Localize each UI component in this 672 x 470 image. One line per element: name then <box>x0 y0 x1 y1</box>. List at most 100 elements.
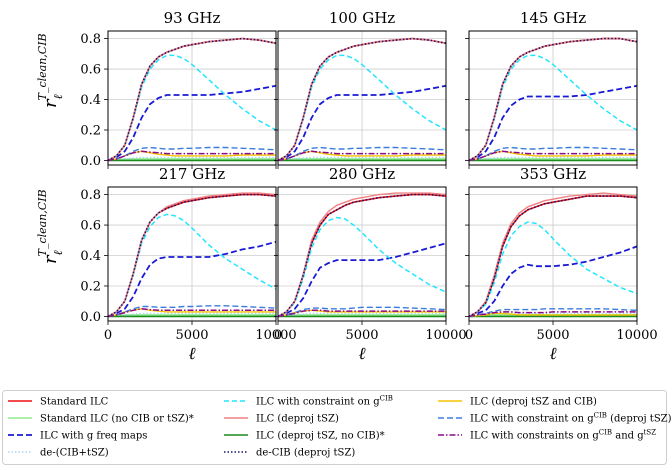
legend-label: Standard ILC <box>40 397 109 408</box>
series-line-ilc_deproj_tsz <box>278 192 446 318</box>
x-tick-label: 5000 <box>345 328 378 343</box>
series-line-ilc_constraints_gg <box>469 150 637 162</box>
series-line-ilc_constraints_gg <box>108 150 276 162</box>
series-line-ilc_constraint_g <box>278 216 446 318</box>
legend-sup: CIB <box>599 429 612 437</box>
legend-text: ILC with constraint on g <box>256 397 380 408</box>
series-line-decib_deproj <box>469 37 637 162</box>
series-line-ilc_constraint_g_deproj <box>469 146 637 162</box>
y-tick-label: 0.6 <box>80 219 101 234</box>
series-line-ilc_constraint_g_deproj <box>278 306 446 318</box>
x-tick-label: 10000 <box>616 328 657 343</box>
y-tick-label: 0.2 <box>80 279 101 294</box>
x-tick-label: 0 <box>465 328 473 343</box>
legend-item-ilc_deproj_tsz: ILC (deproj tSZ) <box>224 414 339 425</box>
series-group <box>469 37 637 162</box>
y-tick-label: 0.0 <box>80 154 101 169</box>
series-line-decib_tsz <box>278 312 446 318</box>
series-line-ilc_constraints_gg <box>278 150 446 162</box>
series-line-decib_deproj <box>278 193 446 318</box>
series-line-ilc_gfreq <box>469 84 637 162</box>
y-tick-label: 0.4 <box>80 249 101 264</box>
series-line-decib_tsz <box>278 156 446 162</box>
series-group <box>108 37 276 162</box>
legend-text: ILC with g freq maps <box>40 431 147 442</box>
legend-text: ILC (deproj tSZ and CIB) <box>470 397 597 408</box>
legend-item-ilc_deproj_both: ILC (deproj tSZ and CIB) <box>438 397 597 408</box>
legend-text: ILC (deproj tSZ, no CIB)* <box>256 431 385 442</box>
panel-title: 217 GHz <box>159 165 225 183</box>
x-axis-label: ℓ <box>549 344 556 364</box>
series-line-ilc_constraint_g <box>469 221 637 318</box>
series-line-ilc_deproj_both <box>278 309 446 318</box>
y-axis-label-sup: T_clean,CIB <box>36 33 49 100</box>
series-line-ilc_constraint_g_deproj <box>108 146 276 162</box>
legend-text: ILC with constraint on g <box>470 414 594 425</box>
legend-label: ILC with g freq maps <box>40 431 147 442</box>
series-line-ilc_gfreq <box>278 242 446 318</box>
legend-text: and g <box>612 431 644 442</box>
panel-title: 280 GHz <box>329 165 395 183</box>
legend-frame <box>2 390 667 465</box>
legend-label: de-(CIB+tSZ) <box>40 448 109 459</box>
legend-label: de-CIB (deproj tSZ) <box>256 448 355 459</box>
series-line-decib_deproj <box>278 37 446 162</box>
legend-item-ilc_deproj_nocib: ILC (deproj tSZ, no CIB)* <box>224 431 385 442</box>
x-tick-label: 5000 <box>536 328 569 343</box>
y-axis-label-main: r <box>40 98 61 108</box>
series-line-ilc_constraints_gg <box>108 308 276 318</box>
panel-3: 145 GHz <box>465 9 638 169</box>
series-line-decib_deproj <box>469 195 637 318</box>
legend-item-ilc_constraints_gg: ILC with constraints on gCIB​ and gtSZ​ <box>438 429 656 442</box>
y-tick-label: 0.2 <box>80 123 101 138</box>
panel-title: 145 GHz <box>520 9 586 27</box>
series-line-decib_deproj <box>108 193 276 318</box>
x-tick-label: 0 <box>274 328 282 343</box>
series-line-ilc_deproj_tsz <box>469 192 637 318</box>
panel-title: 93 GHz <box>164 9 221 27</box>
legend-label: ILC with constraints on gCIB​ and gtSZ​ <box>470 429 656 442</box>
series-line-ilc_constraints_gg <box>278 309 446 318</box>
legend-item-ilc_gfreq: ILC with g freq maps <box>8 431 147 442</box>
legend-text: de-(CIB+tSZ) <box>40 448 109 459</box>
legend-text: Standard ILC <box>40 397 109 408</box>
x-tick-label: 0 <box>104 328 112 343</box>
legend-label: ILC (deproj tSZ) <box>256 414 339 425</box>
y-tick-label: 0.8 <box>80 188 101 203</box>
panel-6: 353 GHz 0 5000 10000 ℓ <box>465 165 658 364</box>
legend-sup: CIB <box>380 395 393 403</box>
x-tick-label: 10000 <box>425 328 466 343</box>
series-line-ilc_constraint_g_deproj <box>108 305 276 318</box>
series-line-ilc_gfreq <box>469 245 637 318</box>
legend-item-decib_deproj: de-CIB (deproj tSZ) <box>224 448 355 459</box>
legend-label: ILC (deproj tSZ, no CIB)* <box>256 431 385 442</box>
legend-item-decib_tsz: de-(CIB+tSZ) <box>8 448 109 459</box>
legend-text: ILC with constraints on g <box>470 431 599 442</box>
panel-title: 100 GHz <box>329 9 395 27</box>
series-group <box>278 37 446 162</box>
series-line-decib_deproj <box>108 37 276 162</box>
panel-title: 353 GHz <box>520 165 586 183</box>
series-line-decib_tsz <box>108 312 276 318</box>
legend-label: ILC with constraint on gCIB​ (deproj tSZ… <box>470 412 672 425</box>
legend-text: Standard ILC (no CIB or tSZ)* <box>40 414 194 425</box>
legend-item-std_ilc: Standard ILC <box>8 397 109 408</box>
legend-sup: tSZ <box>644 429 657 437</box>
panel-1: 93 GHz 0.0 0.2 0.4 0.6 0.8 rℓT_clean,CIB <box>36 9 277 169</box>
y-axis-label-sup: T_clean,CIB <box>36 189 49 256</box>
series-line-ilc_gfreq <box>108 240 276 318</box>
x-axis-label: ℓ <box>188 344 195 364</box>
x-tick-label: 5000 <box>175 328 208 343</box>
y-tick-label: 0.8 <box>80 32 101 47</box>
panel-5: 280 GHz 0 5000 10000 ℓ <box>274 165 467 364</box>
y-axis-label: rℓT_clean,CIB <box>36 189 65 264</box>
y-tick-label: 0.6 <box>80 63 101 78</box>
series-line-ilc_constraint_g_deproj <box>278 146 446 162</box>
y-tick-label: 0.0 <box>80 310 101 325</box>
series-line-ilc_constraints_gg <box>469 311 637 318</box>
series-group <box>469 192 637 318</box>
series-line-ilc_deproj_both <box>108 308 276 318</box>
series-line-decib_tsz <box>108 156 276 162</box>
